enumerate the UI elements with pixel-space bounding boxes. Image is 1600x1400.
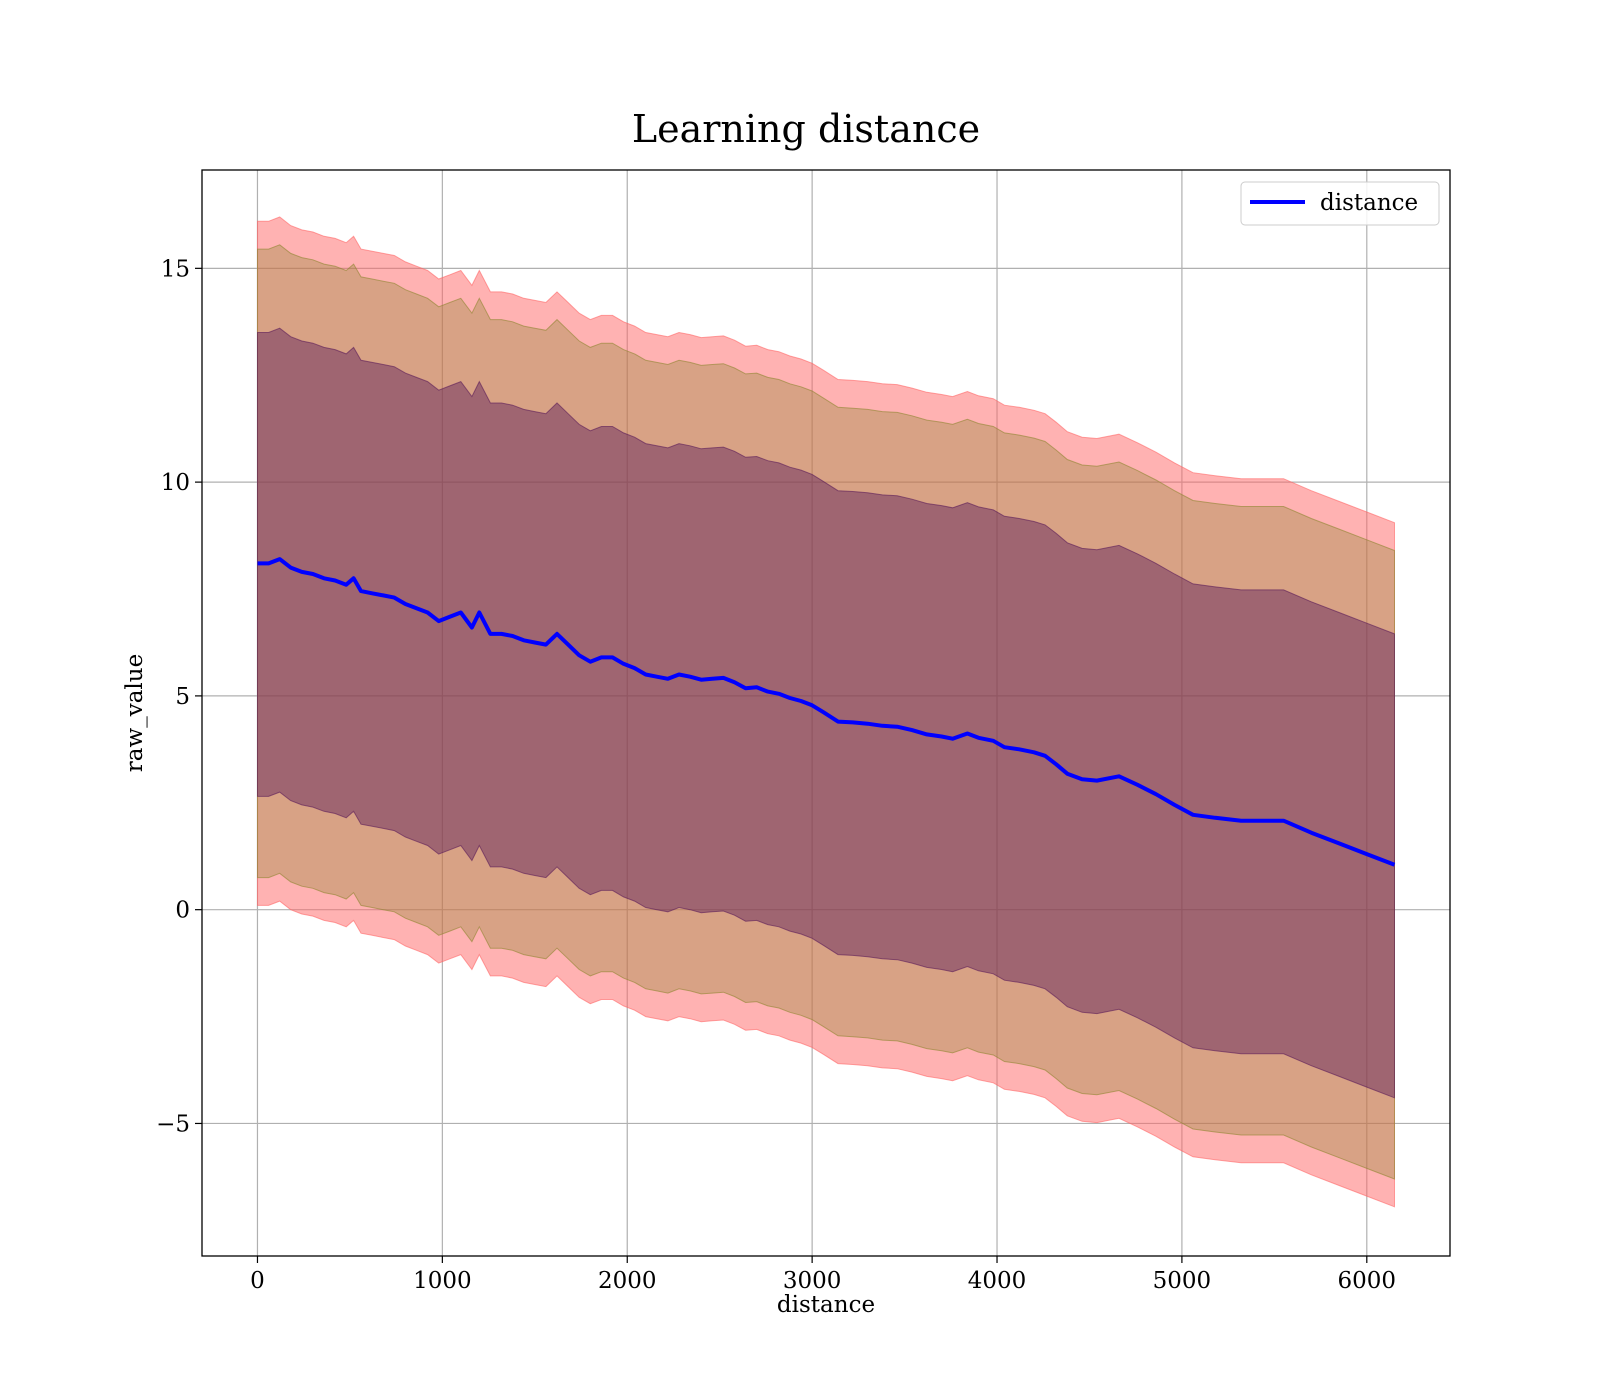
y-tick-label: 0 <box>175 898 190 924</box>
x-tick-label: 1000 <box>413 1268 472 1294</box>
legend: distance <box>1240 181 1440 226</box>
x-tick-label: 4000 <box>968 1268 1027 1294</box>
y-axis-ticks: −5 0 5 10 15 <box>156 256 202 1137</box>
y-tick-label: −5 <box>156 1111 190 1137</box>
x-tick-label: 2000 <box>598 1268 657 1294</box>
x-tick-label: 6000 <box>1338 1268 1397 1294</box>
y-axis-label: raw_value <box>122 654 148 772</box>
y-tick-label: 10 <box>161 470 190 496</box>
legend-box <box>1240 181 1440 226</box>
y-tick-label: 15 <box>161 256 190 282</box>
series-line-distance <box>257 557 1396 867</box>
x-axis-ticks: 0 1000 2000 3000 4000 5000 6000 <box>250 1256 1396 1294</box>
x-axis-label: distance <box>777 1292 875 1318</box>
x-tick-label: 5000 <box>1153 1268 1212 1294</box>
x-tick-label: 3000 <box>783 1268 842 1294</box>
legend-label: distance <box>1320 190 1418 216</box>
x-tick-label: 0 <box>250 1268 265 1294</box>
y-tick-label: 5 <box>175 684 190 710</box>
plot-frame <box>201 169 1451 1257</box>
chart-title: Learning distance <box>632 107 980 151</box>
series-lines <box>257 557 1396 867</box>
